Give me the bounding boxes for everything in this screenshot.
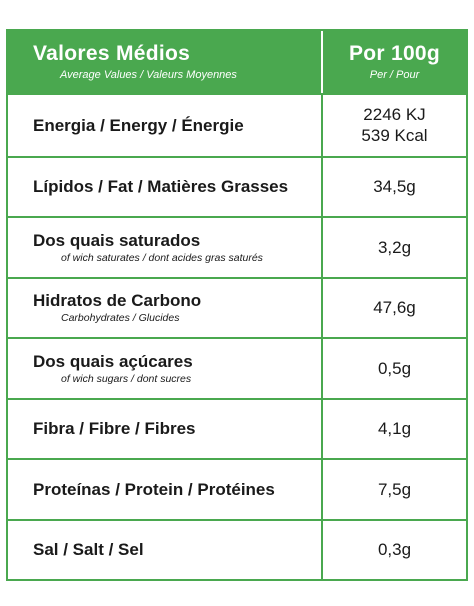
table-row-carbohydrates: Hidratos de Carbono Carbohydrates / Gluc… bbox=[8, 276, 466, 338]
row-label: Fibra / Fibre / Fibres bbox=[33, 419, 196, 439]
row-value: 47,6g bbox=[373, 298, 416, 318]
table-row-salt: Sal / Salt / Sel 0,3g bbox=[8, 518, 466, 580]
row-sublabel: of wich sugars / dont sucres bbox=[61, 372, 192, 385]
header-subtitle: Average Values / Valeurs Moyennes bbox=[60, 69, 237, 81]
row-label-cell: Dos quais saturados of wich saturates / … bbox=[8, 218, 323, 277]
row-label-cell: Energia / Energy / Énergie bbox=[8, 95, 323, 156]
row-label-cell: Dos quais açúcares of wich sugars / dont… bbox=[8, 339, 323, 398]
header-value-title: Por 100g bbox=[348, 42, 441, 65]
table-row-fibre: Fibra / Fibre / Fibres 4,1g bbox=[8, 397, 466, 459]
row-label: Dos quais saturados bbox=[33, 230, 201, 250]
header-value-subtitle: Per / Pour bbox=[369, 69, 420, 81]
row-sublabel: Carbohydrates / Glucides bbox=[61, 312, 180, 325]
row-label-cell: Sal / Salt / Sel bbox=[8, 520, 323, 579]
row-value: 0,5g bbox=[377, 358, 412, 378]
header-label-cell: Valores Médios Average Values / Valeurs … bbox=[8, 31, 323, 93]
row-label-cell: Lípidos / Fat / Matières Grasses bbox=[8, 157, 323, 216]
row-value-cell: 0,5g bbox=[323, 339, 466, 398]
header-value-cell: Por 100g Per / Pour bbox=[323, 31, 466, 93]
row-label-cell: Proteínas / Protein / Protéines bbox=[8, 460, 323, 519]
header-title: Valores Médios bbox=[33, 42, 191, 65]
row-value-cell: 47,6g bbox=[323, 279, 466, 338]
row-value: 3,2g bbox=[377, 237, 412, 257]
row-value-cell: 0,3g bbox=[323, 521, 466, 580]
row-label-cell: Fibra / Fibre / Fibres bbox=[8, 399, 323, 458]
row-value-cell: 4,1g bbox=[323, 400, 466, 459]
row-label: Proteínas / Protein / Protéines bbox=[33, 479, 275, 499]
table-header: Valores Médios Average Values / Valeurs … bbox=[8, 31, 466, 95]
row-value-cell: 34,5g bbox=[323, 158, 466, 217]
row-value-cell: 7,5g bbox=[323, 460, 466, 519]
row-value: 4,1g bbox=[377, 419, 412, 439]
row-value: 0,3g bbox=[377, 540, 412, 560]
row-label: Dos quais açúcares bbox=[33, 351, 193, 371]
table-row-sugars: Dos quais açúcares of wich sugars / dont… bbox=[8, 337, 466, 398]
row-label: Lípidos / Fat / Matières Grasses bbox=[33, 177, 289, 197]
row-sublabel: of wich saturates / dont acides gras sat… bbox=[61, 251, 263, 264]
table-row-saturates: Dos quais saturados of wich saturates / … bbox=[8, 216, 466, 277]
table-row-protein: Proteínas / Protein / Protéines 7,5g bbox=[8, 458, 466, 519]
table-body: Energia / Energy / Énergie 2246 KJ 539 K… bbox=[8, 95, 466, 579]
row-label: Energia / Energy / Énergie bbox=[33, 115, 244, 135]
row-value: 7,5g bbox=[377, 479, 412, 499]
nutrition-table: Valores Médios Average Values / Valeurs … bbox=[6, 29, 468, 581]
row-label: Sal / Salt / Sel bbox=[33, 540, 144, 560]
row-value-cell: 2246 KJ 539 Kcal bbox=[323, 95, 466, 156]
row-label: Hidratos de Carbono bbox=[33, 291, 202, 311]
row-value: 34,5g bbox=[373, 177, 416, 197]
table-row-fat: Lípidos / Fat / Matières Grasses 34,5g bbox=[8, 155, 466, 217]
table-row-energy: Energia / Energy / Énergie 2246 KJ 539 K… bbox=[8, 95, 466, 156]
row-value-secondary: 539 Kcal bbox=[361, 126, 428, 146]
row-label-cell: Hidratos de Carbono Carbohydrates / Gluc… bbox=[8, 278, 323, 337]
row-value: 2246 KJ bbox=[363, 105, 426, 125]
row-value-cell: 3,2g bbox=[323, 218, 466, 277]
